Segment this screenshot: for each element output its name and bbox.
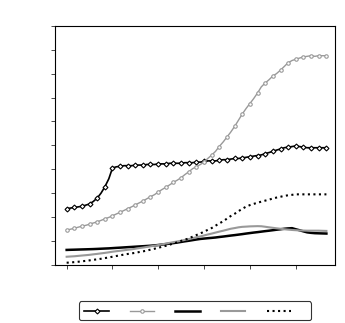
Legend: 日, 中, 韓, 印, 露: 日, 中, 韓, 印, 露: [79, 301, 311, 320]
